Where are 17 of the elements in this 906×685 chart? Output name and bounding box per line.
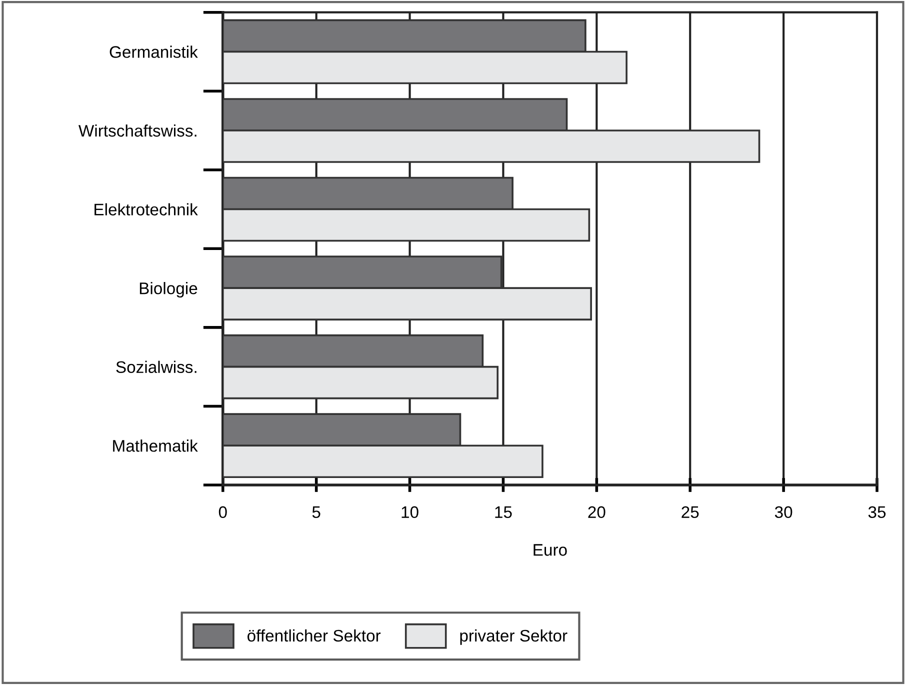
y-tick-label: Mathematik [113,440,198,452]
y-tick-label: Biologie [140,282,198,298]
y-tick-label: Sozialwiss. [116,360,196,374]
x-tick-label: 25 [682,506,699,518]
legend-label: privater Sektor [460,629,568,645]
x-tick-label: 30 [774,506,792,518]
x-tick-label: 15 [495,506,512,518]
y-tick-label: Wirtschaftswiss. [78,124,196,137]
x-tick-label: 5 [312,506,320,518]
x-tick-label: 10 [402,506,418,518]
y-tick-label: Germanistik [110,46,198,58]
y-tick-label: Elektrotechnik [94,203,198,216]
x-axis-title: Euro [534,544,567,556]
x-tick-label: 0 [218,506,227,518]
x-tick-label: 20 [588,506,606,518]
legend-label: öffentlicher Sektor [248,629,381,642]
x-tick-label: 35 [868,506,886,518]
